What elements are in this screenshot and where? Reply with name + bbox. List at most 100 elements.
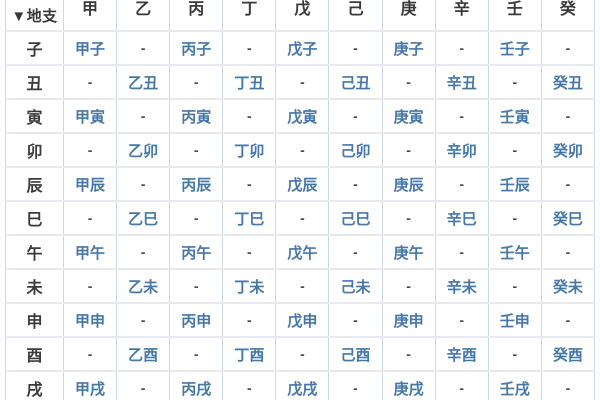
empty-cell: - [275, 269, 330, 304]
ganzhi-link[interactable]: 戊申 [275, 303, 330, 338]
ganzhi-link[interactable]: 丙子 [169, 31, 224, 66]
empty-cell: - [435, 31, 489, 66]
ganzhi-link[interactable]: 甲辰 [63, 167, 118, 202]
empty-cell: - [169, 269, 224, 304]
table-row: 戌甲戌 - 丙戌 - 戊戌 - 庚戌 - 壬戌 - [5, 371, 596, 400]
empty-cell: - [328, 167, 383, 202]
ganzhi-link[interactable]: 丁丑 [222, 65, 277, 100]
empty-cell: - [116, 303, 171, 338]
empty-cell: - [488, 201, 542, 236]
ganzhi-link[interactable]: 戊午 [275, 235, 330, 270]
empty-cell: - [63, 65, 118, 100]
ganzhi-link[interactable]: 甲午 [63, 235, 118, 270]
ganzhi-link[interactable]: 丙寅 [169, 99, 224, 134]
branch-column-header[interactable]: ▼地支 [5, 0, 64, 32]
stem-header: 癸 [541, 0, 596, 32]
ganzhi-table: ▼地支 甲乙丙丁戊己庚辛壬癸 子甲子 - 丙子 - 戊子 - 庚子 - 壬子 - 丑 - 乙丑 - 丁丑 - 己… [5, 0, 596, 400]
empty-cell: - [328, 303, 383, 338]
ganzhi-link[interactable]: 壬辰 [488, 167, 542, 202]
ganzhi-link[interactable]: 丙戌 [169, 371, 224, 400]
ganzhi-table-container: ▼地支 甲乙丙丁戊己庚辛壬癸 子甲子 - 丙子 - 戊子 - 庚子 - 壬子 - 丑 - 乙丑 - 丁丑 - 己… [5, 0, 596, 400]
ganzhi-link[interactable]: 丙午 [169, 235, 224, 270]
empty-cell: - [541, 31, 596, 66]
ganzhi-link[interactable]: 己卯 [328, 133, 383, 168]
empty-cell: - [222, 99, 277, 134]
ganzhi-link[interactable]: 壬戌 [488, 371, 542, 400]
ganzhi-link[interactable]: 己未 [328, 269, 383, 304]
branch-label: 寅 [5, 99, 64, 134]
ganzhi-link[interactable]: 庚申 [382, 303, 436, 338]
ganzhi-link[interactable]: 庚戌 [382, 371, 436, 400]
stem-header: 丁 [222, 0, 277, 32]
empty-cell: - [435, 303, 489, 338]
ganzhi-link[interactable]: 己酉 [328, 337, 383, 372]
ganzhi-link[interactable]: 庚子 [382, 31, 436, 66]
ganzhi-link[interactable]: 戊戌 [275, 371, 330, 400]
stem-header: 壬 [488, 0, 542, 32]
ganzhi-link[interactable]: 丁巳 [222, 201, 277, 236]
ganzhi-link[interactable]: 己巳 [328, 201, 383, 236]
ganzhi-link[interactable]: 乙酉 [116, 337, 171, 372]
ganzhi-link[interactable]: 乙卯 [116, 133, 171, 168]
stem-header: 丙 [169, 0, 224, 32]
ganzhi-link[interactable]: 戊寅 [275, 99, 330, 134]
empty-cell: - [222, 371, 277, 400]
empty-cell: - [541, 303, 596, 338]
empty-cell: - [541, 235, 596, 270]
ganzhi-link[interactable]: 戊子 [275, 31, 330, 66]
branch-label: 酉 [5, 337, 64, 372]
ganzhi-link[interactable]: 甲戌 [63, 371, 118, 400]
ganzhi-link[interactable]: 戊辰 [275, 167, 330, 202]
ganzhi-link[interactable]: 庚寅 [382, 99, 436, 134]
ganzhi-link[interactable]: 辛酉 [435, 337, 489, 372]
stem-header: 乙 [116, 0, 171, 32]
ganzhi-link[interactable]: 辛丑 [435, 65, 489, 100]
ganzhi-link[interactable]: 辛卯 [435, 133, 489, 168]
table-row: 卯 - 乙卯 - 丁卯 - 己卯 - 辛卯 - 癸卯 [5, 133, 596, 168]
ganzhi-link[interactable]: 乙巳 [116, 201, 171, 236]
ganzhi-link[interactable]: 甲子 [63, 31, 118, 66]
ganzhi-link[interactable]: 己丑 [328, 65, 383, 100]
empty-cell: - [63, 269, 118, 304]
branch-label: 午 [5, 235, 64, 270]
empty-cell: - [328, 31, 383, 66]
ganzhi-link[interactable]: 壬午 [488, 235, 542, 270]
ganzhi-link[interactable]: 癸巳 [541, 201, 596, 236]
ganzhi-link[interactable]: 乙未 [116, 269, 171, 304]
branch-label: 辰 [5, 167, 64, 202]
ganzhi-link[interactable]: 壬申 [488, 303, 542, 338]
branch-label: 戌 [5, 371, 64, 400]
ganzhi-link[interactable]: 丁卯 [222, 133, 277, 168]
empty-cell: - [382, 65, 436, 100]
ganzhi-link[interactable]: 癸未 [541, 269, 596, 304]
ganzhi-link[interactable]: 乙丑 [116, 65, 171, 100]
ganzhi-link[interactable]: 癸丑 [541, 65, 596, 100]
ganzhi-link[interactable]: 癸卯 [541, 133, 596, 168]
ganzhi-link[interactable]: 丁酉 [222, 337, 277, 372]
table-row: 午甲午 - 丙午 - 戊午 - 庚午 - 壬午 - [5, 235, 596, 270]
empty-cell: - [222, 235, 277, 270]
ganzhi-link[interactable]: 甲申 [63, 303, 118, 338]
table-row: 申甲申 - 丙申 - 戊申 - 庚申 - 壬申 - [5, 303, 596, 338]
ganzhi-link[interactable]: 丙辰 [169, 167, 224, 202]
table-row: 未 - 乙未 - 丁未 - 己未 - 辛未 - 癸未 [5, 269, 596, 304]
empty-cell: - [169, 337, 224, 372]
empty-cell: - [169, 201, 224, 236]
ganzhi-link[interactable]: 庚午 [382, 235, 436, 270]
empty-cell: - [382, 201, 436, 236]
ganzhi-link[interactable]: 壬寅 [488, 99, 542, 134]
ganzhi-link[interactable]: 辛未 [435, 269, 489, 304]
empty-cell: - [116, 371, 171, 400]
ganzhi-link[interactable]: 庚辰 [382, 167, 436, 202]
empty-cell: - [541, 167, 596, 202]
ganzhi-link[interactable]: 丁未 [222, 269, 277, 304]
empty-cell: - [382, 269, 436, 304]
ganzhi-link[interactable]: 甲寅 [63, 99, 118, 134]
empty-cell: - [63, 337, 118, 372]
ganzhi-link[interactable]: 丙申 [169, 303, 224, 338]
empty-cell: - [435, 371, 489, 400]
empty-cell: - [435, 99, 489, 134]
ganzhi-link[interactable]: 壬子 [488, 31, 542, 66]
ganzhi-link[interactable]: 癸酉 [541, 337, 596, 372]
ganzhi-link[interactable]: 辛巳 [435, 201, 489, 236]
